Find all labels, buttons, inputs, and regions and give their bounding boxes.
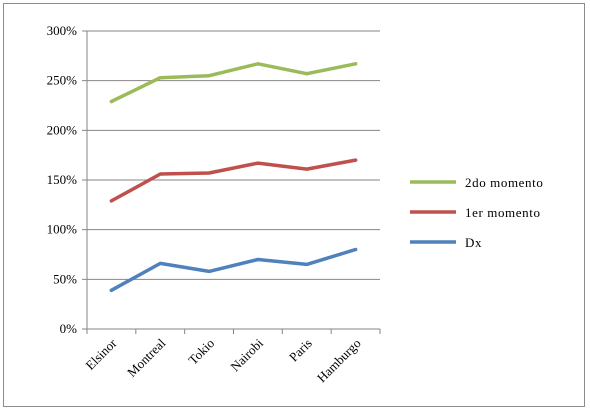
x-tick-label: Montreal — [124, 335, 169, 380]
data-point — [353, 62, 358, 66]
data-point — [207, 74, 211, 78]
x-tick-label: Hamburgo — [314, 336, 364, 386]
data-point — [109, 288, 114, 292]
y-tick-label: 50% — [53, 271, 77, 286]
x-tick-label: Tokio — [185, 336, 217, 368]
legend-label: 2do momento — [465, 175, 543, 190]
legend-label: 1er momento — [465, 205, 541, 220]
series-line-0 — [109, 62, 358, 104]
y-tick-label: 200% — [47, 122, 78, 137]
data-point — [207, 171, 211, 175]
y-axis-tick-labels: 0% 50% 100% 150% 200% 250% 300% — [47, 23, 78, 336]
data-point — [109, 199, 114, 203]
series-line-1 — [109, 158, 358, 203]
x-tick-label: Elsinor — [82, 335, 120, 373]
data-point — [158, 172, 162, 176]
data-point — [158, 261, 162, 266]
data-point — [305, 167, 309, 171]
data-point — [305, 72, 309, 76]
data-point — [109, 99, 114, 104]
legend-label: Dx — [465, 235, 482, 250]
x-axis-tick-labels: Elsinor Montreal Tokio Nairobi Paris Hamburgo — [82, 335, 363, 385]
data-point — [158, 76, 162, 80]
data-point — [353, 158, 358, 162]
x-tick-label: Paris — [286, 336, 315, 365]
series-line-2 — [109, 247, 358, 293]
x-tick-label: Nairobi — [227, 335, 266, 374]
data-point — [305, 262, 309, 267]
y-tick-label: 300% — [47, 23, 78, 38]
legend: 2do momento 1er momento Dx — [410, 175, 543, 250]
data-point — [207, 269, 211, 273]
y-tick-label: 100% — [47, 222, 78, 237]
gridlines — [87, 30, 380, 280]
data-point — [256, 257, 260, 262]
data-point — [256, 62, 260, 66]
data-point — [256, 161, 260, 165]
series-lines — [109, 62, 358, 293]
y-tick-label: 0% — [60, 321, 78, 336]
axes — [82, 30, 381, 334]
data-point — [353, 247, 358, 252]
y-tick-label: 150% — [47, 172, 78, 187]
y-tick-label: 250% — [47, 73, 78, 88]
